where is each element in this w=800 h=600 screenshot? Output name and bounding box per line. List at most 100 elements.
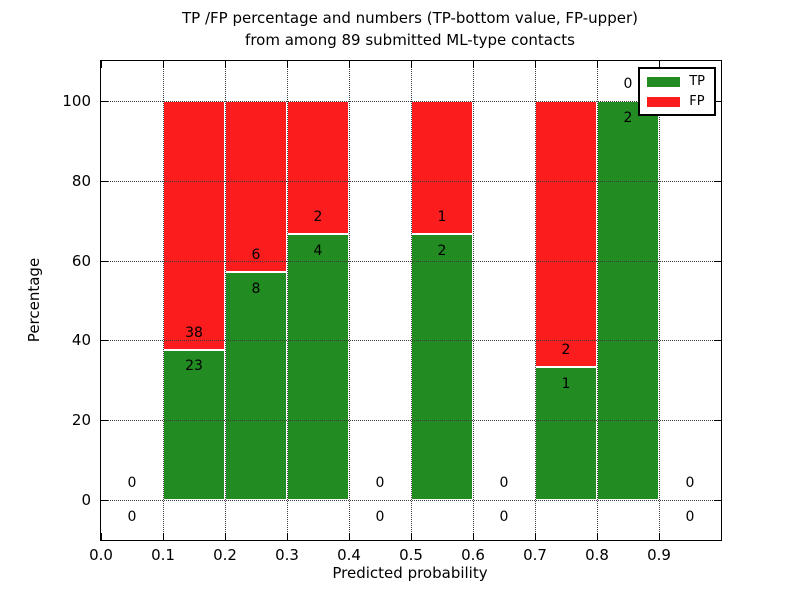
x-tick-mark [349, 533, 350, 540]
y-tick-label: 80 [71, 171, 91, 190]
tp-count-label: 23 [185, 358, 203, 375]
x-tick-label: 0.4 [337, 546, 361, 564]
chart-title-line1: TP /FP percentage and numbers (TP-bottom… [182, 9, 638, 27]
bar-segment-fp [287, 100, 349, 234]
x-tick-mark [163, 533, 164, 540]
y-tick-mark-right [714, 500, 721, 502]
fp-count-label: 6 [251, 247, 261, 264]
tp-count-label: 4 [313, 242, 323, 259]
y-tick-mark-right [714, 260, 721, 262]
x-tick-mark [535, 533, 536, 540]
grid-line-horizontal [101, 260, 721, 262]
y-tick-mark [101, 180, 108, 182]
y-tick-mark [101, 500, 108, 502]
grid-line-vertical [411, 61, 412, 540]
x-tick-mark-top [597, 61, 598, 68]
x-tick-mark-top [473, 61, 474, 68]
grid-line-vertical [163, 61, 164, 540]
fp-count-label: 38 [185, 324, 203, 341]
tp-count-label: 0 [127, 508, 137, 525]
y-tick-label: 40 [71, 331, 91, 350]
fp-count-label: 2 [561, 342, 571, 359]
x-tick-mark [101, 533, 102, 540]
x-tick-label: 0.5 [399, 546, 423, 564]
bar-segment-tp [287, 233, 349, 501]
tp-count-label: 0 [375, 508, 385, 525]
y-tick-label: 20 [71, 411, 91, 430]
bar-segment-tp [225, 271, 287, 501]
y-tick-mark-right [714, 100, 721, 102]
grid-line-horizontal [101, 500, 721, 502]
x-tick-mark-top [287, 61, 288, 68]
bar-segment-tp [411, 233, 473, 501]
x-tick-mark [659, 533, 660, 540]
grid-line-horizontal [101, 180, 721, 182]
x-tick-label: 0.9 [647, 546, 671, 564]
y-axis-label: Percentage [25, 257, 43, 343]
x-tick-mark-top [535, 61, 536, 68]
y-tick-mark-right [714, 340, 721, 342]
fp-color-swatch [647, 96, 681, 107]
x-tick-label: 0.0 [89, 546, 113, 564]
y-tick-mark [101, 260, 108, 262]
tp-count-label: 0 [499, 508, 509, 525]
x-tick-mark-top [411, 61, 412, 68]
x-tick-mark [597, 533, 598, 540]
bar-segment-fp [225, 100, 287, 272]
y-tick-mark [101, 340, 108, 342]
x-tick-label: 0.2 [213, 546, 237, 564]
grid-layer [101, 61, 721, 540]
x-tick-mark [473, 533, 474, 540]
legend-row-fp: FP [647, 94, 705, 109]
y-tick-mark-right [714, 420, 721, 422]
tp-count-label: 2 [623, 109, 633, 126]
bar-segment-fp [163, 100, 225, 350]
fp-count-label: 0 [685, 475, 695, 492]
fp-count-label: 1 [437, 209, 447, 226]
grid-line-vertical [349, 61, 350, 540]
x-tick-label: 0.6 [461, 546, 485, 564]
grid-line-vertical [597, 61, 598, 540]
legend-label-tp: TP [689, 74, 705, 89]
tp-count-label: 1 [561, 375, 571, 392]
bar-segment-tp [597, 100, 659, 501]
grid-line-horizontal [101, 340, 721, 342]
y-tick-label: 60 [71, 251, 91, 270]
bars-layer [101, 61, 721, 540]
plot-area: 0.0 0.1 0.2 0.3 0.4 0.5 0.6 0.7 0.8 0.9 0 20 40 60 80 1… [62, 60, 722, 564]
y-tick-label: 100 [62, 91, 91, 110]
x-tick-label: 0.3 [275, 546, 299, 564]
tp-color-swatch [647, 76, 681, 87]
x-axis-label: Predicted probability [332, 564, 488, 582]
ticks-layer [101, 61, 721, 540]
grid-line-vertical [473, 61, 474, 540]
fp-count-label: 0 [127, 475, 137, 492]
grid-line-horizontal [101, 420, 721, 422]
fp-count-label: 0 [375, 475, 385, 492]
tp-count-label: 2 [437, 242, 447, 259]
x-tick-mark [287, 533, 288, 540]
tp-count-label: 0 [685, 508, 695, 525]
y-tick-label: 0 [81, 491, 91, 510]
y-tick-mark [101, 420, 108, 422]
y-tick-mark-right [714, 180, 721, 182]
x-tick-label: 0.8 [585, 546, 609, 564]
x-tick-mark-top [101, 61, 102, 68]
grid-line-horizontal [101, 100, 721, 102]
fp-count-label: 0 [623, 76, 633, 93]
x-tick-mark-top [659, 61, 660, 68]
legend: TP FP [638, 67, 716, 116]
legend-label-fp: FP [689, 94, 705, 109]
chart-title-line2: from among 89 submitted ML-type contacts [245, 31, 575, 49]
tp-count-label: 8 [251, 280, 261, 297]
grid-line-vertical [659, 61, 660, 540]
fp-count-label: 2 [313, 209, 323, 226]
grid-line-vertical [287, 61, 288, 540]
chart-title: TP /FP percentage and numbers (TP-bottom… [100, 7, 720, 51]
y-tick-mark [101, 100, 108, 102]
grid-line-vertical [535, 61, 536, 540]
x-tick-label: 0.1 [151, 546, 175, 564]
x-tick-mark-top [349, 61, 350, 68]
legend-row-tp: TP [647, 74, 705, 89]
